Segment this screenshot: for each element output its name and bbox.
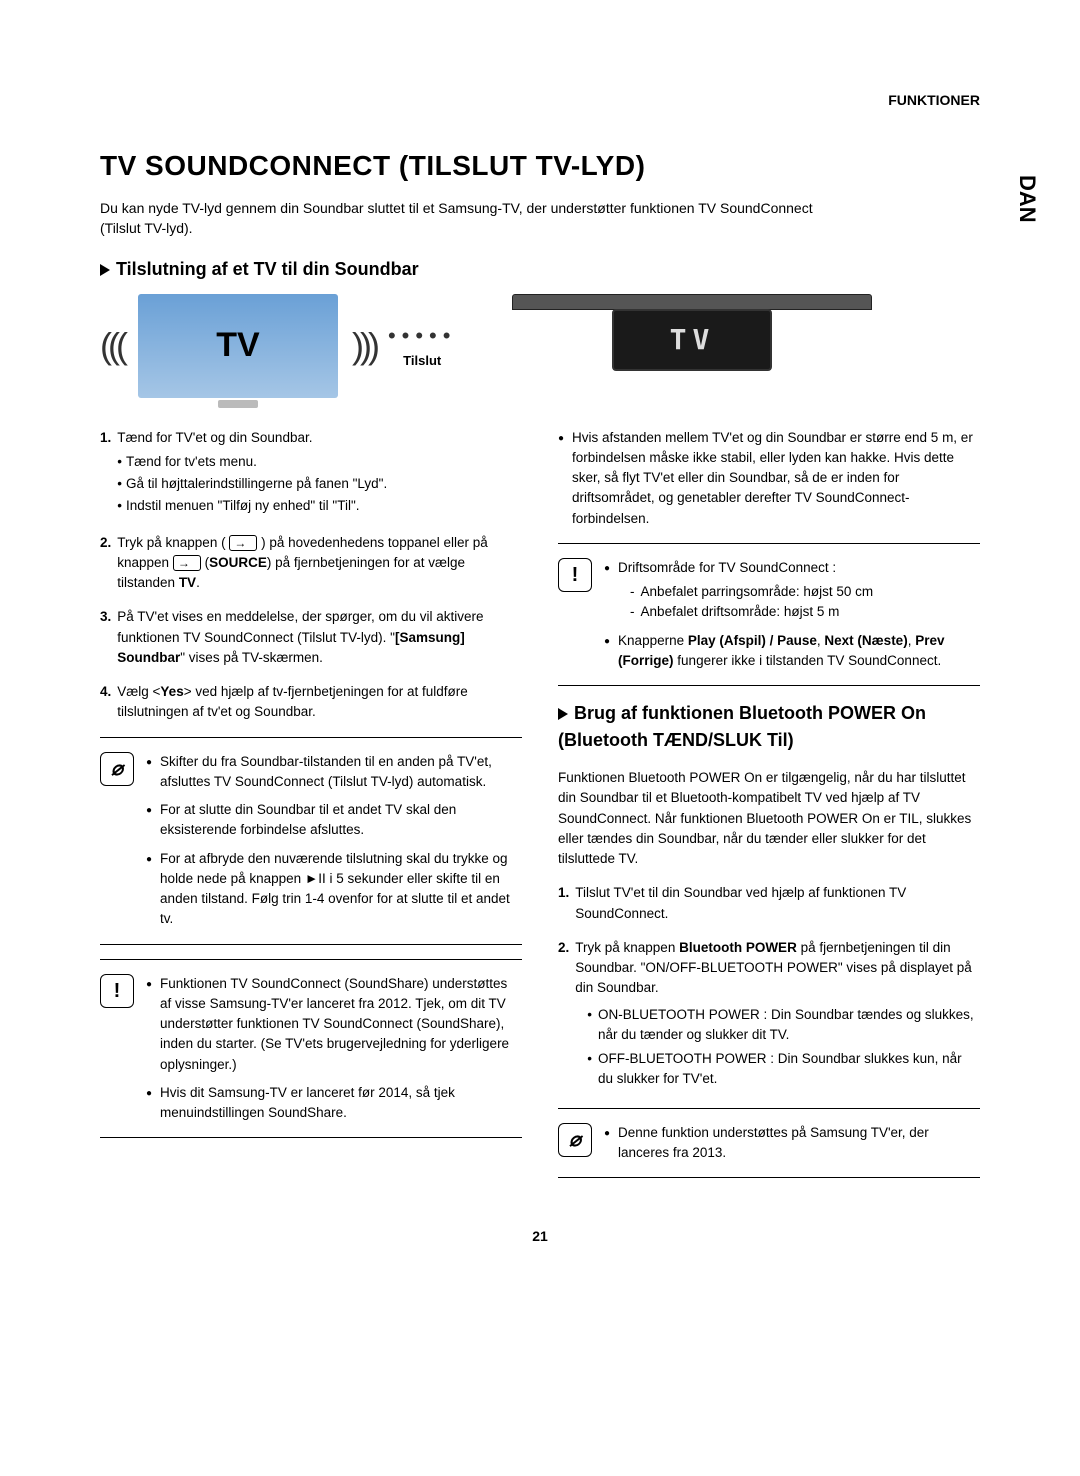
note4-item1: Denne funktion understøttes på Samsung T… xyxy=(604,1123,980,1164)
side-tab: DAN xyxy=(1014,175,1040,223)
note2-item1: Funktionen TV SoundConnect (SoundShare) … xyxy=(146,974,522,1075)
note-icon: ⌀ xyxy=(100,752,134,786)
diagram-row: ((( TV ))) ••••• Tilslut TV xyxy=(100,294,980,398)
step-2: 2. Tryk på knappen ( ) på hovedenhedens … xyxy=(100,533,522,594)
note-icon: ⌀ xyxy=(558,1123,592,1157)
right-top-bullet: Hvis afstanden mellem TV'et og din Sound… xyxy=(558,428,980,529)
note1-item3: For at afbryde den nuværende tilslutning… xyxy=(146,849,522,930)
note2-item2: Hvis dit Samsung-TV er lanceret før 2014… xyxy=(146,1083,522,1124)
note3-item1: Driftsområde for TV SoundConnect : Anbef… xyxy=(604,558,980,623)
soundbar-display-text: TV xyxy=(670,323,716,356)
bt-sub-2: OFF-BLUETOOTH POWER : Din Soundbar slukk… xyxy=(587,1049,980,1090)
left-column: 1. Tænd for TV'et og din Soundbar. Tænd … xyxy=(100,428,522,1193)
step-3: 3. På TV'et vises en meddelelse, der spø… xyxy=(100,607,522,668)
bt-step-1: 1. Tilslut TV'et til din Soundbar ved hj… xyxy=(558,883,980,924)
step-1a: Tænd for tv'ets menu. xyxy=(117,452,522,472)
caution-icon: ! xyxy=(558,558,592,592)
tv-box: TV xyxy=(138,294,338,398)
source-button-icon-2 xyxy=(173,555,201,571)
note3-sub1: Anbefalet parringsområde: højst 50 cm xyxy=(630,582,873,602)
tv-label: TV xyxy=(216,326,259,365)
bt-sub-1: ON-BLUETOOTH POWER : Din Soundbar tændes… xyxy=(587,1005,980,1046)
wave-left-icon: ((( xyxy=(100,325,124,367)
right-column: Hvis afstanden mellem TV'et og din Sound… xyxy=(558,428,980,1193)
page-number: 21 xyxy=(100,1228,980,1244)
step-1b: Gå til højttalerindstillingerne på fanen… xyxy=(117,474,522,494)
note3-item2: Knapperne Play (Afspil) / Pause, Next (N… xyxy=(604,631,980,672)
note-block-2: ! Funktionen TV SoundConnect (SoundShare… xyxy=(100,959,522,1139)
section-heading-right: Brug af funktionen Bluetooth POWER On (B… xyxy=(558,700,980,754)
tv-diagram: ((( TV ))) ••••• Tilslut xyxy=(100,294,456,398)
section-heading-left: Tilslutning af et TV til din Soundbar xyxy=(100,259,980,280)
intro-text: Du kan nyde TV-lyd gennem din Soundbar s… xyxy=(100,198,840,239)
step-4: 4. Vælg <Yes> ved hjælp af tv-fjernbetje… xyxy=(100,682,522,723)
bt-step-2: 2. Tryk på knappen Bluetooth POWER på fj… xyxy=(558,938,980,1094)
step-1: 1. Tænd for TV'et og din Soundbar. Tænd … xyxy=(100,428,522,519)
caution-icon: ! xyxy=(100,974,134,1008)
tilslut-label: Tilslut xyxy=(403,353,441,368)
page-title: TV SOUNDCONNECT (TILSLUT TV-LYD) xyxy=(100,150,980,182)
dots-icon: ••••• xyxy=(388,323,457,349)
note1-item1: Skifter du fra Soundbar-tilstanden til e… xyxy=(146,752,522,793)
source-button-icon xyxy=(229,535,257,551)
note-block-4: ⌀ Denne funktion understøttes på Samsung… xyxy=(558,1108,980,1179)
soundbar-display: TV xyxy=(612,309,772,371)
header-label: FUNKTIONER xyxy=(888,92,980,108)
wave-right-icon: ))) xyxy=(352,325,376,367)
play-icon xyxy=(558,708,568,720)
bt-intro: Funktionen Bluetooth POWER On er tilgæng… xyxy=(558,768,980,869)
soundbar-diagram: TV xyxy=(512,294,872,398)
note-block-3: ! Driftsområde for TV SoundConnect : Anb… xyxy=(558,543,980,686)
soundbar-bar xyxy=(512,294,872,310)
step-1c: Indstil menuen "Tilføj ny enhed" til "Ti… xyxy=(117,496,522,516)
play-icon xyxy=(100,264,110,276)
note3-sub2: Anbefalet driftsområde: højst 5 m xyxy=(630,602,873,622)
note-block-1: ⌀ Skifter du fra Soundbar-tilstanden til… xyxy=(100,737,522,945)
note1-item2: For at slutte din Soundbar til et andet … xyxy=(146,800,522,841)
